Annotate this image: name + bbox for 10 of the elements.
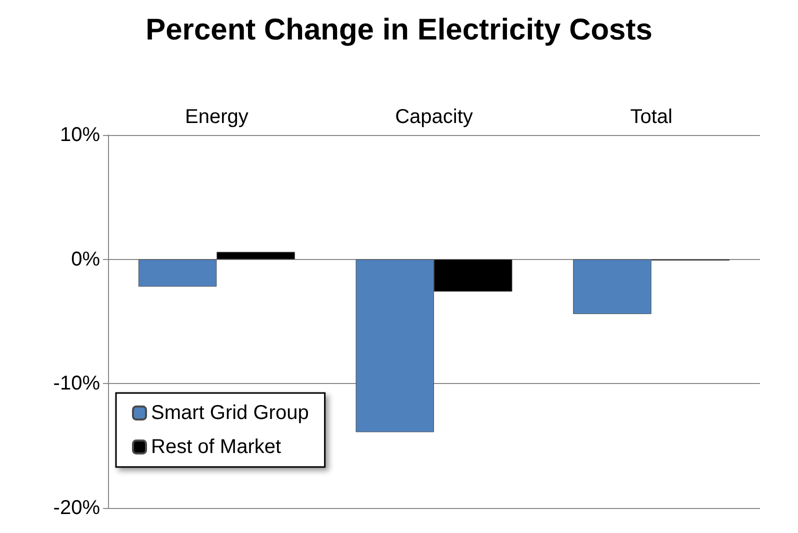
x-tick-label: Capacity — [395, 106, 473, 128]
y-tick-label: -20% — [53, 497, 100, 519]
y-tick-label: -10% — [53, 372, 100, 395]
x-tick-label: Total — [630, 106, 672, 128]
legend-label: Smart Grid Group — [151, 402, 309, 424]
x-tick-label: Energy — [184, 106, 248, 128]
y-tick-label: 10% — [60, 124, 100, 146]
y-tick-label: 0% — [71, 248, 100, 270]
chart-title: Percent Change in Electricity Costs — [146, 14, 652, 46]
legend-label: Rest of Market — [151, 436, 282, 458]
